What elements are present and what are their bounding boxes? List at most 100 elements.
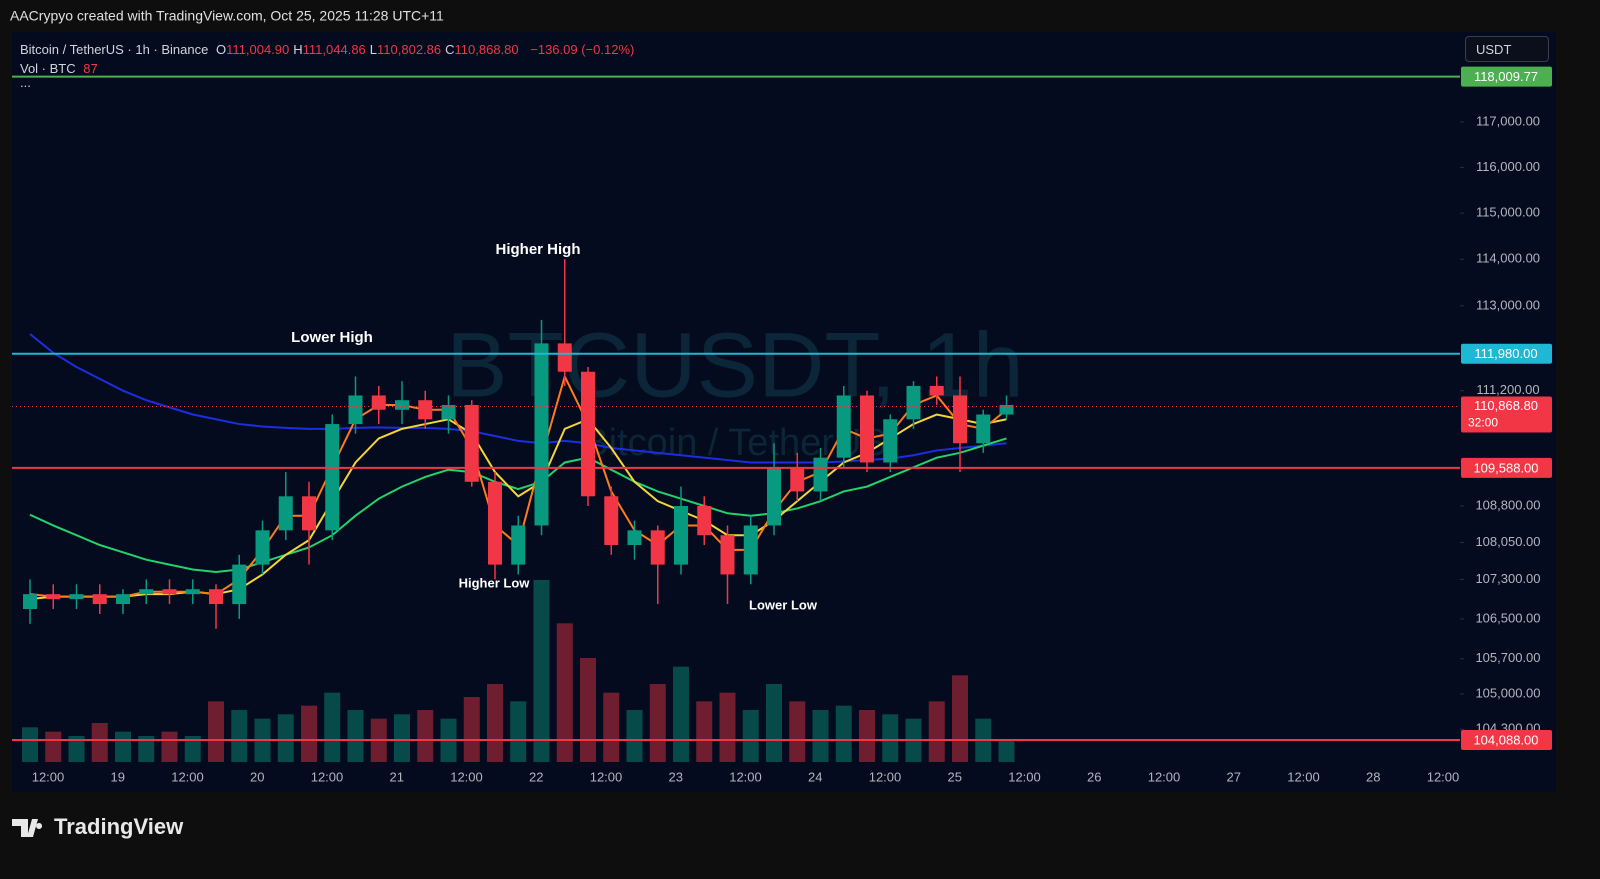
volume-bar xyxy=(696,701,713,762)
y-tick-label: 114,000.00 xyxy=(1476,251,1540,266)
currency-button[interactable]: USDT xyxy=(1465,36,1549,62)
level-label: 118,009.77 xyxy=(1474,69,1538,84)
ohlc-value: 110,868.80 xyxy=(454,42,519,57)
x-tick-label: 20 xyxy=(250,769,264,784)
candle-body xyxy=(557,343,572,372)
volume-bar xyxy=(673,666,689,762)
candle-body xyxy=(650,530,665,565)
ohlc-value: 111,004.90 xyxy=(226,42,290,57)
candle-body xyxy=(69,594,84,600)
volume-bar xyxy=(138,736,155,762)
level-label: 111,980.00 xyxy=(1474,346,1537,361)
candle-body xyxy=(302,496,316,531)
annotation: Higher High xyxy=(496,241,581,258)
candle-body xyxy=(418,400,433,420)
legend: Bitcoin / TetherUS · 1h · Binance O111,0… xyxy=(20,40,638,90)
legend-row: Bitcoin / TetherUS · 1h · Binance O111,0… xyxy=(20,40,638,59)
volume-bar xyxy=(184,736,201,762)
candle-body xyxy=(743,525,758,575)
logo-text: TradingView xyxy=(54,814,184,839)
x-tick-label: 12:00 xyxy=(1148,769,1181,784)
candle-body xyxy=(255,530,270,565)
candle-body xyxy=(511,525,526,565)
level-badge xyxy=(1461,343,1552,364)
y-tick-label: 115,000.00 xyxy=(1476,205,1540,220)
ohlc-key: C xyxy=(445,42,455,57)
candle-body xyxy=(162,589,177,595)
volume-bar xyxy=(463,697,480,762)
volume-bar xyxy=(324,692,341,762)
y-tick-label: 106,500.00 xyxy=(1475,610,1540,625)
annotation: Lower High xyxy=(291,329,373,346)
candle-body xyxy=(371,395,386,410)
volume-bar xyxy=(487,684,503,762)
x-tick-label: 12:00 xyxy=(729,769,762,784)
candle-body xyxy=(883,419,898,463)
x-tick-label: 12:00 xyxy=(171,769,204,784)
volume-bar xyxy=(835,705,852,762)
x-tick-label: 27 xyxy=(1227,769,1241,784)
candle-body xyxy=(92,594,107,605)
volume-bar xyxy=(603,692,620,762)
moving-average xyxy=(29,437,1007,573)
volume-bar xyxy=(394,714,410,762)
volume-bar xyxy=(998,740,1015,762)
x-tick-label: 21 xyxy=(390,769,404,784)
x-tick-label: 12:00 xyxy=(1008,769,1041,784)
annotation: Lower Low xyxy=(749,597,818,612)
ohlc-value: 110,802.86 xyxy=(377,42,442,57)
volume-bar xyxy=(556,623,573,762)
symbol: Bitcoin / TetherUS · 1h · Binance xyxy=(20,42,209,57)
last-price-label: 110,868.80 xyxy=(1474,398,1538,413)
candle-body xyxy=(232,564,247,605)
candle-body xyxy=(348,395,363,425)
level-badge xyxy=(1461,457,1552,478)
volume-bar xyxy=(68,736,85,762)
level-label: 104,088.00 xyxy=(1473,732,1538,747)
y-tick-label: 111,200.00 xyxy=(1476,382,1539,397)
candle-body xyxy=(488,481,502,565)
volume-bar xyxy=(928,701,945,762)
legend-more[interactable]: ... xyxy=(20,75,31,90)
y-tick-label: 117,000.00 xyxy=(1476,113,1540,128)
x-tick-label: 12:00 xyxy=(311,769,344,784)
x-tick-label: 12:00 xyxy=(590,769,623,784)
candle-body xyxy=(395,400,409,410)
candle-body xyxy=(534,343,549,526)
candle-body xyxy=(813,457,828,492)
y-tick-label: 105,700.00 xyxy=(1475,650,1540,665)
header-title: AACrypyo created with TradingView.com, O… xyxy=(10,8,444,24)
volume-bar xyxy=(277,714,294,762)
chart-panel xyxy=(12,32,1556,792)
annotation: Higher Low xyxy=(459,575,531,590)
candle-body xyxy=(464,404,479,482)
candle-body xyxy=(999,404,1014,415)
candle-body xyxy=(209,589,223,605)
candle-body xyxy=(185,589,200,595)
candle-body xyxy=(23,594,37,609)
volume-bar xyxy=(510,701,527,762)
change: −136.09 (−0.12%) xyxy=(530,42,635,57)
candle-body xyxy=(139,589,154,595)
candle-body xyxy=(581,371,595,497)
legend-row: Vol · BTC 87 xyxy=(20,59,638,78)
candle-body xyxy=(627,530,642,546)
x-tick-label: 28 xyxy=(1366,769,1380,784)
x-tick-label: 12:00 xyxy=(1427,769,1460,784)
x-tick-label: 22 xyxy=(529,769,543,784)
volume-bar xyxy=(91,723,108,762)
x-tick-label: 12:00 xyxy=(32,769,65,784)
ohlc: O111,004.90 H111,044.86 L110,802.86 C110,86… xyxy=(216,42,523,57)
level-label: 109,588.00 xyxy=(1473,460,1538,475)
level-badge xyxy=(1461,66,1552,87)
volume-bar xyxy=(533,580,550,762)
candle-body xyxy=(116,594,130,605)
candle-body xyxy=(278,496,293,531)
volume-bar xyxy=(649,684,666,762)
countdown: 32:00 xyxy=(1468,416,1498,430)
candle-body xyxy=(697,506,712,536)
candle-body xyxy=(767,467,781,526)
x-tick-label: 12:00 xyxy=(869,769,902,784)
